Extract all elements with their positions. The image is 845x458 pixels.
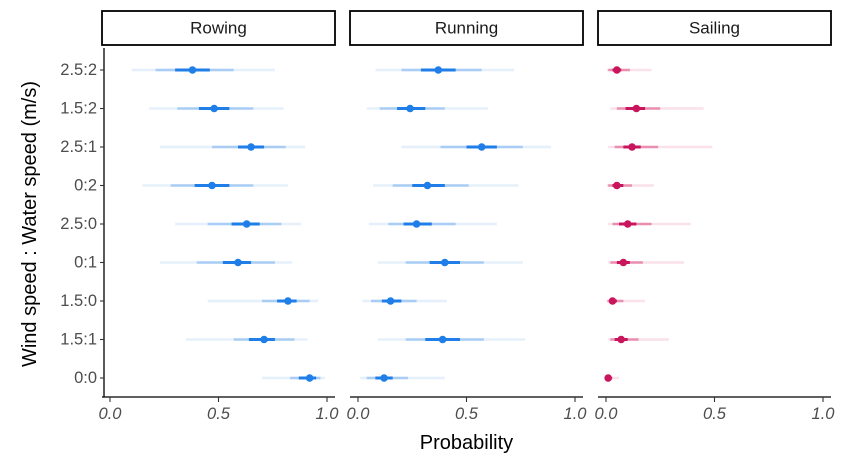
x-tick-label: 0.0: [99, 405, 123, 423]
median-point: [406, 104, 414, 113]
facet-strip: [349, 10, 584, 46]
median-point: [247, 143, 255, 151]
x-tick-label: 1.0: [812, 405, 836, 423]
median-point: [617, 335, 625, 344]
median-point: [423, 181, 432, 190]
y-tick-label: 0:1: [74, 254, 97, 272]
median-point: [441, 258, 449, 267]
median-point: [260, 335, 268, 344]
median-point: [632, 104, 641, 113]
facet-title: Running: [435, 19, 498, 38]
facet-title: Rowing: [190, 19, 247, 38]
y-axis-title: Wind speed : Water speed (m/s): [19, 81, 41, 367]
median-point: [613, 181, 621, 190]
y-tick-label: 0:2: [74, 177, 97, 195]
y-tick-label: 1.5:1: [60, 331, 97, 349]
median-point: [434, 66, 443, 74]
x-tick-label: 0.5: [207, 405, 231, 423]
y-tick-label: 2.5:1: [60, 138, 97, 156]
median-point: [380, 374, 388, 382]
median-point: [234, 258, 242, 267]
median-point: [619, 258, 628, 267]
y-tick-label: 0:0: [74, 369, 97, 387]
median-point: [628, 143, 636, 151]
facet-running: Running 0.0 0.5 1.0: [347, 10, 588, 423]
x-axis-title: Probability: [420, 432, 513, 454]
facet-strip: [597, 10, 832, 46]
facet-panels: 0:01.5:11.5:00:12.5:00:22.5:11.5:22.5:2R…: [60, 10, 836, 423]
median-point: [188, 66, 197, 74]
y-tick-label: 2.5:0: [60, 215, 97, 233]
y-tick-label: 2.5:2: [60, 61, 97, 79]
median-point: [284, 297, 292, 305]
facet-title: Sailing: [689, 19, 740, 38]
y-tick-label: 1.5:2: [60, 100, 97, 118]
median-point: [477, 143, 486, 151]
median-point: [412, 220, 421, 228]
median-point: [613, 66, 621, 74]
x-tick-label: 0.5: [703, 405, 727, 423]
median-point: [604, 374, 612, 382]
x-tick-label: 1.0: [564, 405, 588, 423]
y-tick-label: 1.5:0: [60, 292, 97, 310]
x-tick-label: 0.0: [347, 405, 371, 423]
x-tick-label: 0.5: [455, 405, 479, 423]
median-point: [386, 297, 395, 305]
median-point: [242, 220, 251, 228]
x-tick-label: 1.0: [316, 405, 340, 423]
median-point: [210, 104, 218, 113]
median-point: [623, 220, 632, 228]
median-point: [608, 297, 617, 305]
median-point: [305, 374, 314, 382]
median-point: [208, 181, 216, 190]
facet-sailing: Sailing 0.0 0.5 1.0: [595, 10, 836, 423]
x-tick-label: 0.0: [595, 405, 619, 423]
facet-strip: [101, 10, 336, 46]
facet-rowing: Rowing 0.0 0.5 1.0: [99, 10, 340, 423]
median-point: [438, 335, 447, 344]
